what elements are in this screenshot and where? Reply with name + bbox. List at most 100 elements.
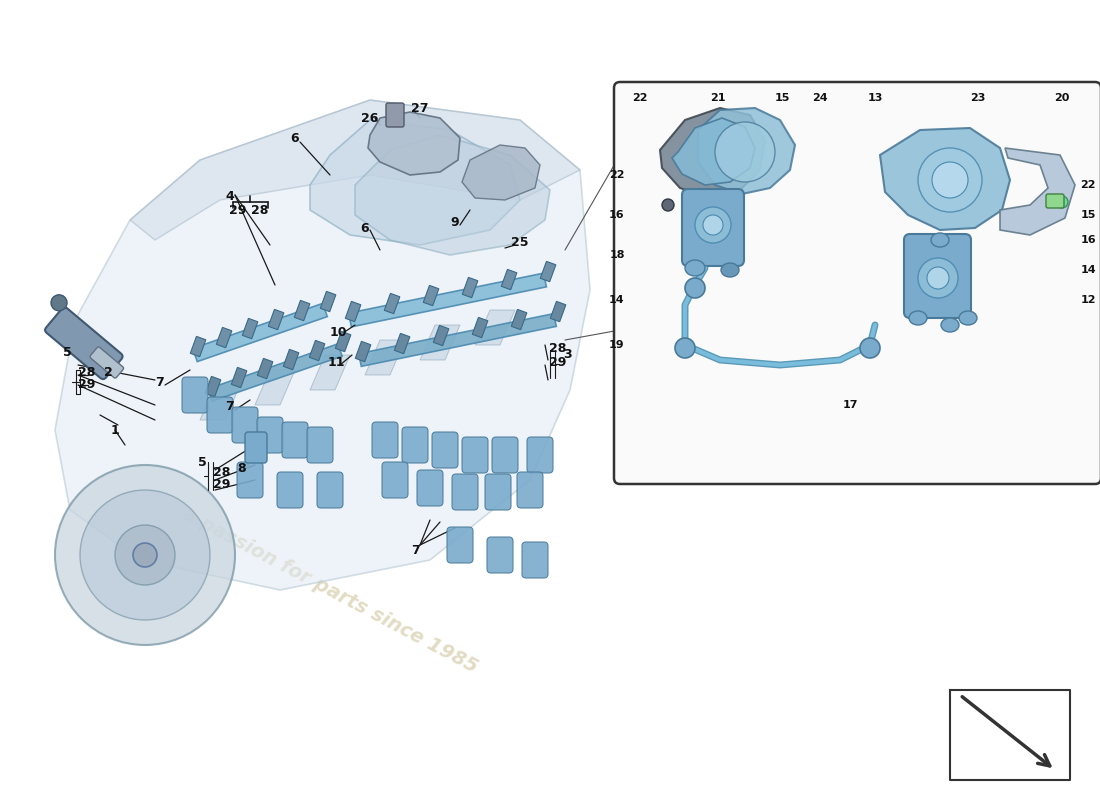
Ellipse shape [720, 263, 739, 277]
Text: 7: 7 [226, 401, 234, 414]
Text: 28: 28 [78, 366, 96, 379]
Polygon shape [355, 135, 550, 255]
Circle shape [685, 278, 705, 298]
Text: 26: 26 [361, 111, 378, 125]
Polygon shape [550, 302, 565, 322]
FancyBboxPatch shape [904, 234, 971, 318]
Polygon shape [502, 270, 517, 290]
FancyBboxPatch shape [382, 462, 408, 498]
Polygon shape [268, 310, 284, 330]
FancyBboxPatch shape [207, 397, 233, 433]
Circle shape [860, 338, 880, 358]
Text: 8: 8 [238, 462, 246, 474]
Text: 22: 22 [632, 93, 648, 103]
FancyBboxPatch shape [282, 422, 308, 458]
Text: 29: 29 [78, 378, 96, 391]
Text: 29: 29 [549, 355, 566, 369]
Circle shape [932, 162, 968, 198]
FancyBboxPatch shape [257, 417, 283, 453]
Polygon shape [55, 100, 590, 590]
Text: a passion for parts since 1985: a passion for parts since 1985 [179, 504, 481, 676]
Circle shape [918, 148, 982, 212]
FancyBboxPatch shape [522, 542, 548, 578]
FancyBboxPatch shape [307, 427, 333, 463]
Text: 11: 11 [328, 355, 344, 369]
Text: 7: 7 [410, 543, 419, 557]
FancyBboxPatch shape [517, 472, 543, 508]
Polygon shape [462, 278, 477, 298]
Text: 20: 20 [1054, 93, 1069, 103]
Circle shape [80, 490, 210, 620]
FancyBboxPatch shape [462, 437, 488, 473]
Polygon shape [257, 358, 273, 378]
Polygon shape [200, 385, 240, 420]
Polygon shape [368, 112, 460, 175]
Polygon shape [310, 355, 350, 390]
Polygon shape [355, 342, 371, 362]
Polygon shape [540, 262, 556, 282]
Polygon shape [284, 350, 299, 370]
Polygon shape [320, 291, 336, 312]
Text: 17: 17 [843, 400, 858, 410]
Circle shape [55, 465, 235, 645]
Ellipse shape [940, 318, 959, 332]
Text: 16: 16 [1080, 235, 1096, 245]
FancyBboxPatch shape [432, 432, 458, 468]
Text: 22: 22 [1080, 180, 1096, 190]
Polygon shape [394, 334, 410, 354]
Polygon shape [190, 336, 206, 357]
Polygon shape [217, 327, 232, 348]
Polygon shape [365, 340, 405, 375]
Circle shape [1056, 196, 1068, 208]
Text: 29: 29 [213, 478, 231, 491]
FancyBboxPatch shape [417, 470, 443, 506]
Text: 7: 7 [155, 375, 164, 389]
Polygon shape [359, 314, 557, 366]
Circle shape [927, 267, 949, 289]
Text: 22: 22 [609, 170, 625, 180]
Circle shape [703, 215, 723, 235]
Polygon shape [880, 128, 1010, 230]
FancyBboxPatch shape [372, 422, 398, 458]
FancyBboxPatch shape [452, 474, 478, 510]
Text: 14: 14 [1080, 265, 1096, 275]
Polygon shape [698, 108, 795, 194]
Polygon shape [255, 370, 295, 405]
FancyBboxPatch shape [614, 82, 1100, 484]
FancyBboxPatch shape [682, 189, 744, 266]
Text: 23: 23 [970, 93, 986, 103]
Polygon shape [206, 376, 221, 397]
Polygon shape [231, 367, 246, 388]
FancyBboxPatch shape [527, 437, 553, 473]
FancyBboxPatch shape [245, 432, 267, 463]
Text: 18: 18 [609, 250, 625, 260]
FancyBboxPatch shape [45, 307, 122, 379]
Text: 2: 2 [103, 366, 112, 379]
Polygon shape [345, 302, 361, 322]
Ellipse shape [685, 260, 705, 276]
FancyBboxPatch shape [492, 437, 518, 473]
Polygon shape [672, 118, 755, 185]
FancyBboxPatch shape [485, 474, 512, 510]
Polygon shape [512, 310, 527, 330]
Text: 1: 1 [111, 423, 120, 437]
Circle shape [116, 525, 175, 585]
FancyBboxPatch shape [1046, 194, 1064, 208]
FancyBboxPatch shape [277, 472, 302, 508]
FancyBboxPatch shape [90, 347, 123, 378]
Circle shape [918, 258, 958, 298]
Text: 9: 9 [451, 215, 460, 229]
Text: 29: 29 [229, 203, 246, 217]
Polygon shape [242, 318, 257, 338]
Circle shape [133, 543, 157, 567]
Polygon shape [336, 331, 351, 352]
Text: 13: 13 [867, 93, 882, 103]
Polygon shape [384, 294, 400, 314]
Text: 3: 3 [563, 349, 571, 362]
Text: 28: 28 [213, 466, 231, 479]
Polygon shape [462, 145, 540, 200]
Ellipse shape [909, 311, 927, 325]
FancyBboxPatch shape [182, 377, 208, 413]
Circle shape [51, 294, 67, 310]
Polygon shape [472, 318, 488, 338]
